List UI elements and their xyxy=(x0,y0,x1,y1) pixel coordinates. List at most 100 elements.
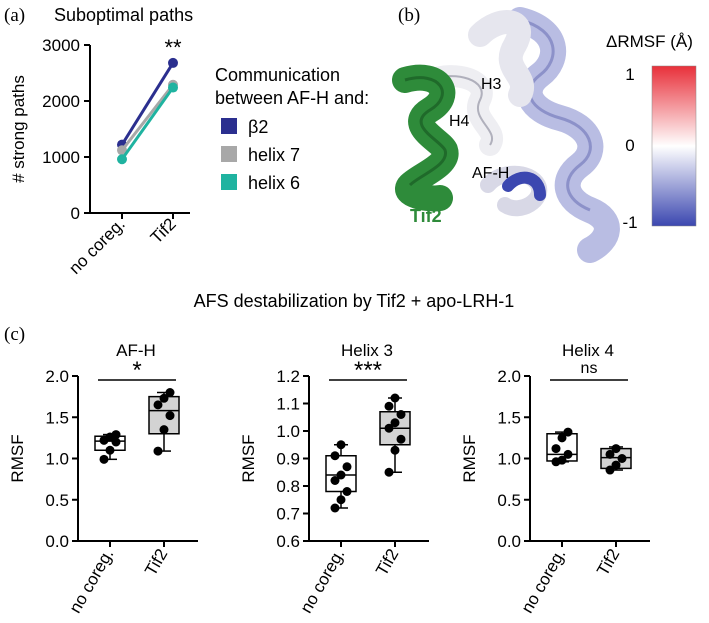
helix-3-y-tick-label: 1.2 xyxy=(276,367,300,386)
label-afh: AF-H xyxy=(472,165,509,182)
label-tif2: Tif2 xyxy=(410,206,442,226)
helix-3-data-point xyxy=(396,434,406,444)
label-h3: H3 xyxy=(481,76,502,93)
helix-3-data-point xyxy=(342,487,352,496)
af-h-data-point xyxy=(99,454,109,464)
helix-4-data-point xyxy=(557,455,567,465)
legend-swatch-helix-6 xyxy=(221,174,237,190)
helix-3-significance: *** xyxy=(354,357,382,384)
series-point-helix-6 xyxy=(168,82,178,93)
panel-a-line-chart: (a) Suboptimal paths 0 1000 2000 3000 no cor… xyxy=(4,5,369,278)
colorbar xyxy=(651,65,697,227)
helix-4-x-tick-label: no coreg. xyxy=(518,546,570,617)
af-h-data-point xyxy=(153,400,163,410)
helix-h3-ribbon xyxy=(507,7,620,263)
panel-label-b: (b) xyxy=(398,5,420,26)
panel-c-helix4-boxplot: Helix 4 0.0 0.5 1.0 1.5 2.0 RMSF no coreg. Tif2 n… xyxy=(460,341,650,616)
helix-3-data-point xyxy=(330,451,340,461)
legend-swatch-β2 xyxy=(221,118,237,134)
helix-3-data-point xyxy=(342,462,352,472)
helix-3-data-point xyxy=(390,445,400,455)
helix-4-y-tick-label: 2.0 xyxy=(497,367,521,386)
af-h-data-point xyxy=(165,388,175,397)
legend-swatch-helix-7 xyxy=(221,146,237,162)
helix-3-y-tick-label: 0.6 xyxy=(276,532,300,551)
legend-label-helix-7: helix 7 xyxy=(248,145,300,165)
helix-3-data-point xyxy=(336,470,346,480)
colorbar-title: ΔRMSF (Å) xyxy=(606,32,693,51)
panel-a-y-tick-label: 2000 xyxy=(42,92,80,111)
helix-3-y-axis-label: RMSF xyxy=(239,434,258,482)
helix-4-x-tick-label: Tif2 xyxy=(593,546,623,580)
legend-label-β2: β2 xyxy=(248,117,268,137)
helix-4-title: Helix 4 xyxy=(562,341,614,360)
colorbar-tick-mid: 0 xyxy=(625,136,634,155)
af-h-data-point xyxy=(153,446,163,456)
af-h-y-tick-label: 1.0 xyxy=(45,450,69,469)
af-h-data-point xyxy=(111,437,121,447)
helix-3-title: Helix 3 xyxy=(341,341,393,360)
helix-4-y-tick-label: 0.0 xyxy=(497,532,521,551)
helix-3-data-point xyxy=(390,418,400,428)
helix-4-data-point xyxy=(605,449,615,459)
helix-3-y-tick-label: 0.7 xyxy=(276,505,300,524)
panel-c-helix3-boxplot: Helix 3 0.6 0.7 0.8 0.9 1.0 1.1 1.2 RMSF no coreg… xyxy=(239,341,429,616)
panel-label-a: (a) xyxy=(4,5,25,26)
helix-4-data-point xyxy=(551,444,561,454)
panel-a-title: Suboptimal paths xyxy=(54,5,193,25)
legend-title-line1: Communication xyxy=(215,65,340,85)
helix-4-data-point xyxy=(563,449,573,459)
helix-4-y-tick-label: 0.5 xyxy=(497,491,521,510)
helix-4-y-tick-label: 1.5 xyxy=(497,408,521,427)
helix-4-y-tick-label: 1.0 xyxy=(497,450,521,469)
af-h-x-tick-label: Tif2 xyxy=(141,546,171,580)
af-h-data-point xyxy=(105,445,115,455)
helix-3-x-tick-label: no coreg. xyxy=(297,546,349,617)
af-h-y-tick-label: 1.5 xyxy=(45,408,69,427)
panel-a-x-tick-label: Tif2 xyxy=(147,214,180,247)
helix-3-data-point xyxy=(330,476,340,485)
af-h-significance: * xyxy=(132,357,141,384)
helix-h4-edge xyxy=(429,75,493,146)
af-h-y-axis-label: RMSF xyxy=(8,434,27,482)
helix-4-y-axis-label: RMSF xyxy=(460,434,479,482)
af-h-y-tick-label: 2.0 xyxy=(45,367,69,386)
helix-4-data-point xyxy=(563,427,573,437)
helix-3-x-tick-label: Tif2 xyxy=(372,546,402,580)
label-h4: H4 xyxy=(449,113,470,130)
helix-4-data-point xyxy=(605,465,615,475)
panel-a-y-axis-label: # strong paths xyxy=(9,75,28,183)
series-line-helix-6 xyxy=(120,86,175,161)
panel-a-marks xyxy=(117,57,178,165)
panel-a-y-tick-label: 1000 xyxy=(42,148,80,167)
helix-3-y-tick-label: 0.8 xyxy=(276,477,300,496)
protein-ribbon-illustration xyxy=(392,7,620,263)
helix-4-data-point xyxy=(611,444,621,454)
helix-4-data-point xyxy=(557,433,567,443)
panel-a-y-tick-label: 3000 xyxy=(42,36,80,55)
legend-title-line2: between AF-H and: xyxy=(215,88,369,108)
helix-3-data-point xyxy=(336,495,346,505)
helix-h3-edge xyxy=(519,18,592,212)
panel-a-legend: β2 helix 7 helix 6 xyxy=(221,117,300,193)
legend-label-helix-6: helix 6 xyxy=(248,173,300,193)
panel-a-x-tick-label: no coreg. xyxy=(65,214,129,278)
af-h-data-point xyxy=(159,425,169,435)
tif2-helix-edge xyxy=(404,76,447,187)
series-line-β2 xyxy=(120,62,175,146)
af-h-x-tick-label: no coreg. xyxy=(66,546,118,617)
colorbar-tick-bottom: -1 xyxy=(622,213,637,232)
af-h-y-tick-label: 0.0 xyxy=(45,532,69,551)
af-h-data-point xyxy=(111,430,121,440)
series-point-helix-7 xyxy=(117,145,127,156)
af-h-title: AF-H xyxy=(116,341,156,360)
af-h-data-point xyxy=(165,411,175,421)
panel-a-axes: 0 1000 2000 3000 no coreg. Tif2 # strong paths xyxy=(9,36,190,278)
panel-c-afh-boxplot: AF-H 0.0 0.5 1.0 1.5 2.0 RMSF no coreg. Tif2 * xyxy=(8,341,198,616)
helix-3-y-tick-label: 0.9 xyxy=(276,450,300,469)
helix-3-data-point xyxy=(384,401,394,411)
helix-top-ribbon xyxy=(468,10,534,107)
helix-4-data-point xyxy=(611,460,621,470)
series-line-helix-7 xyxy=(120,83,175,152)
